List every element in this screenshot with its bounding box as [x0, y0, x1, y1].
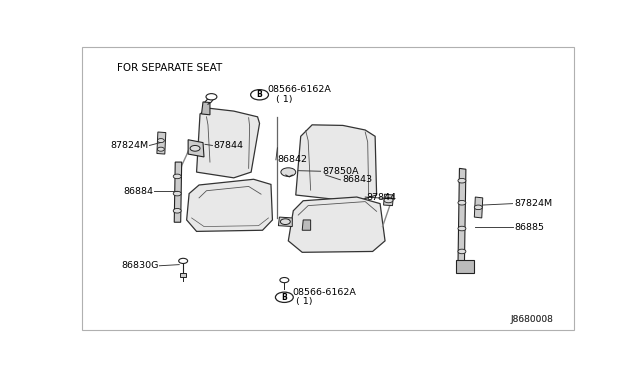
Circle shape — [173, 208, 181, 213]
Circle shape — [157, 147, 164, 151]
Polygon shape — [474, 197, 483, 218]
Circle shape — [190, 145, 200, 151]
Text: 87844: 87844 — [213, 141, 243, 150]
Circle shape — [206, 94, 217, 100]
Polygon shape — [180, 273, 186, 277]
Circle shape — [157, 139, 164, 142]
Text: B: B — [257, 90, 262, 99]
Polygon shape — [288, 197, 385, 252]
Circle shape — [458, 179, 466, 183]
Circle shape — [458, 249, 466, 254]
Text: 87824M: 87824M — [110, 141, 148, 150]
Circle shape — [458, 226, 466, 231]
Text: ( 1): ( 1) — [296, 297, 312, 307]
Polygon shape — [174, 162, 182, 222]
Circle shape — [280, 278, 289, 283]
Polygon shape — [302, 220, 310, 230]
Circle shape — [474, 205, 483, 210]
Polygon shape — [456, 260, 474, 273]
Text: 86830G: 86830G — [121, 261, 158, 270]
Polygon shape — [278, 217, 292, 227]
Text: J8680008: J8680008 — [511, 315, 554, 324]
Text: 86885: 86885 — [514, 223, 544, 232]
Text: 86884: 86884 — [124, 187, 154, 196]
Text: J8680008: J8680008 — [511, 315, 554, 324]
Polygon shape — [458, 169, 466, 267]
Polygon shape — [188, 140, 204, 157]
Text: 86842: 86842 — [277, 155, 307, 164]
Text: 87850A: 87850A — [322, 167, 358, 176]
Text: 87844: 87844 — [367, 193, 397, 202]
Polygon shape — [187, 179, 273, 231]
Circle shape — [281, 168, 296, 176]
Circle shape — [280, 219, 291, 225]
Polygon shape — [383, 194, 394, 206]
Text: 08566-6162A: 08566-6162A — [268, 86, 332, 94]
Text: 86843: 86843 — [342, 175, 372, 185]
Text: B: B — [282, 293, 287, 302]
Circle shape — [251, 90, 269, 100]
Circle shape — [275, 292, 293, 302]
Polygon shape — [196, 108, 260, 178]
Polygon shape — [157, 132, 166, 154]
Circle shape — [384, 198, 393, 203]
Circle shape — [173, 174, 181, 179]
Text: ( 1): ( 1) — [276, 95, 292, 104]
Text: 08566-6162A: 08566-6162A — [292, 288, 356, 297]
Polygon shape — [296, 125, 376, 202]
Circle shape — [173, 191, 181, 196]
Circle shape — [458, 201, 466, 205]
Text: 87824M: 87824M — [514, 199, 552, 208]
Polygon shape — [202, 102, 210, 115]
Text: FOR SEPARATE SEAT: FOR SEPARATE SEAT — [117, 63, 223, 73]
Circle shape — [179, 258, 188, 263]
